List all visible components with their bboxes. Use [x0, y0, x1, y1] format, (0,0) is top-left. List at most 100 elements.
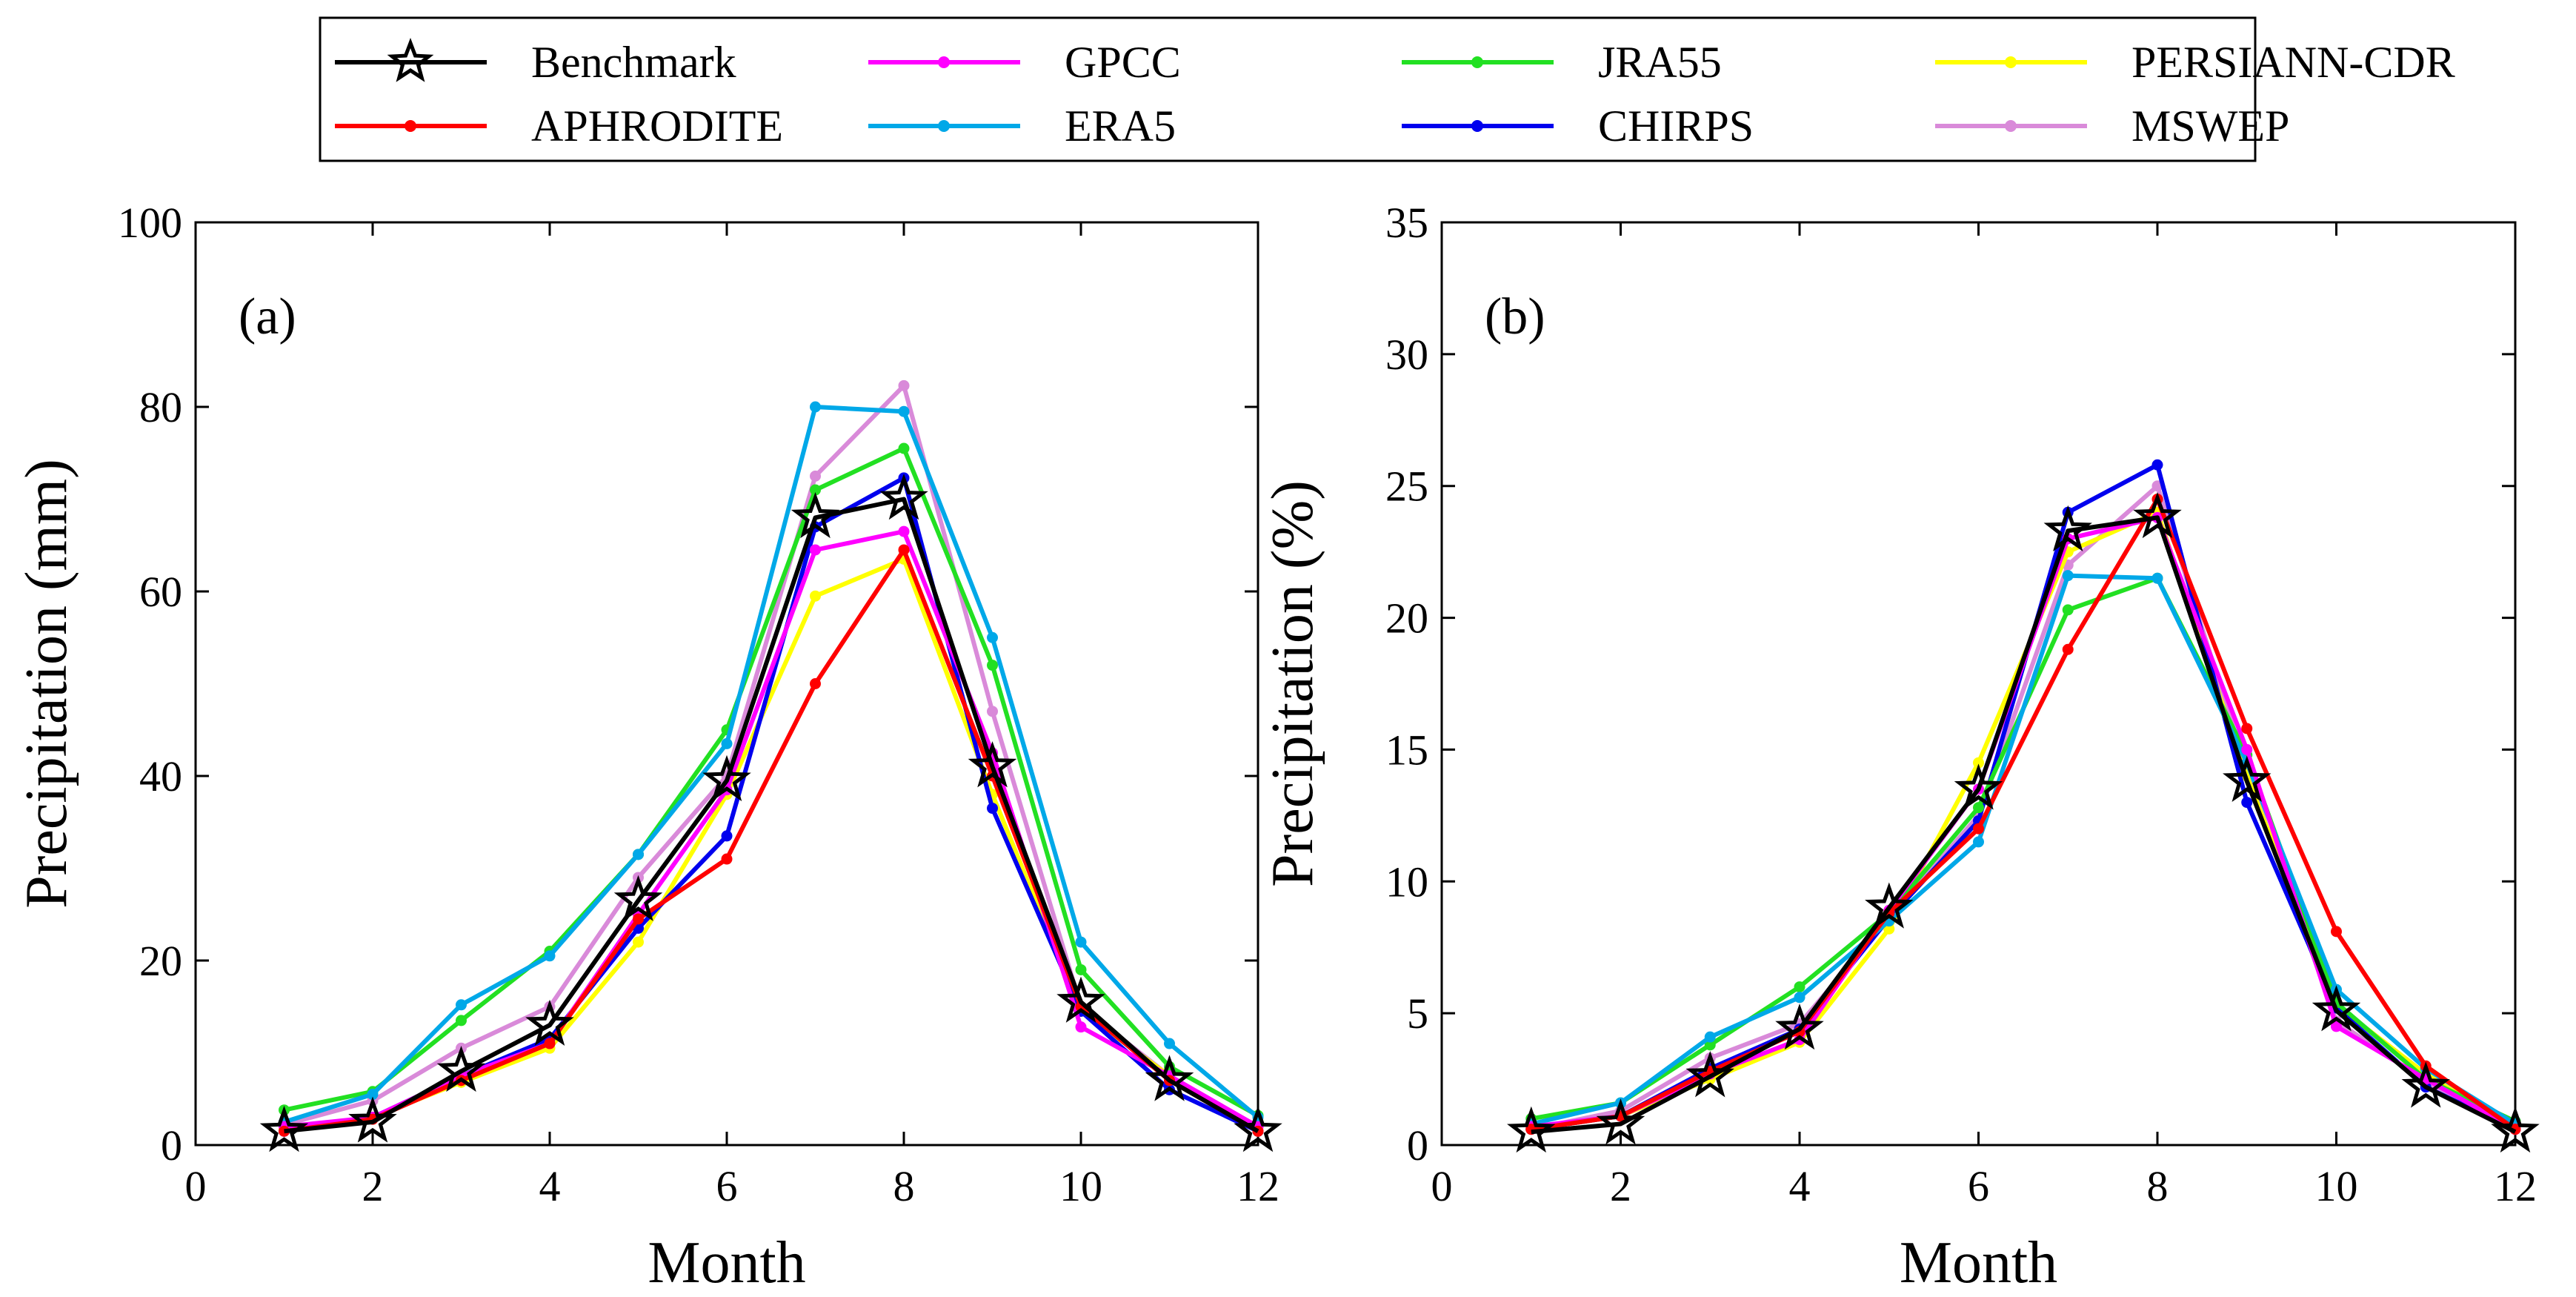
data-point-benchmark [702, 754, 751, 802]
data-point-persiann-cdr [633, 936, 644, 948]
x-tick-label: 6 [716, 1162, 738, 1210]
legend-era5-label: ERA5 [1065, 102, 1176, 150]
legend-chirps-label: CHIRPS [1598, 102, 1754, 150]
data-point-mswep [898, 379, 910, 391]
data-point-benchmark [2043, 505, 2092, 552]
legend-mswep-label: MSWEP [2131, 102, 2289, 150]
y-tick-label: 80 [139, 383, 182, 431]
y-tick-label: 5 [1407, 989, 1428, 1038]
data-point-aphrodite [721, 853, 733, 865]
data-point-aphrodite [2331, 926, 2342, 938]
legend-aphrodite-label: APHRODITE [531, 102, 783, 150]
data-point-aphrodite [1973, 823, 1984, 835]
data-point-chirps [721, 830, 733, 842]
legend-aphrodite-marker [405, 120, 416, 132]
legend-chirps-marker [1471, 120, 1483, 132]
x-tick-label: 4 [1789, 1162, 1811, 1210]
data-point-benchmark [2491, 1106, 2540, 1153]
data-point-benchmark [259, 1105, 309, 1152]
legend-mswep-marker [2005, 120, 2017, 132]
data-point-persiann-cdr [810, 590, 821, 602]
series-line-gpcc [284, 529, 1259, 1130]
legend-box [319, 16, 2257, 162]
data-point-jra55 [1973, 802, 1984, 814]
panel-label: (b) [1485, 288, 1545, 345]
data-point-era5 [1164, 1038, 1175, 1049]
data-point-benchmark [1145, 1055, 1194, 1101]
legend-jra55-marker [1471, 56, 1483, 68]
y-tick-label: 60 [139, 568, 182, 616]
data-point-benchmark [968, 741, 1017, 788]
data-point-gpcc [1075, 1021, 1087, 1033]
legend-gpcc-marker [938, 56, 950, 68]
data-point-mswep [810, 470, 821, 482]
data-point-benchmark [791, 492, 840, 539]
data-point-benchmark [1056, 976, 1105, 1023]
y-tick-label: 20 [1385, 594, 1428, 643]
legend: Benchmark GPCC JRA55 PERSIANN-CDR APHRODITE E… [319, 16, 2455, 162]
x-tick-label: 6 [1968, 1162, 1989, 1210]
legend-persiann-cdr-marker [2005, 56, 2017, 68]
x-tick-label: 4 [539, 1162, 561, 1210]
data-point-era5 [1075, 936, 1087, 948]
data-point-jra55 [987, 660, 998, 671]
x-axis-label: Month [648, 1230, 805, 1296]
data-point-benchmark [1596, 1098, 1645, 1145]
plot-frame [194, 221, 1259, 1147]
data-point-era5 [1704, 1031, 1716, 1043]
data-point-jra55 [456, 1015, 467, 1026]
x-tick-label: 8 [893, 1162, 915, 1210]
x-axis-label: Month [1900, 1230, 2057, 1296]
data-point-benchmark [1685, 1051, 1734, 1098]
data-point-persiann-cdr [1973, 757, 1984, 769]
y-tick-label: 100 [118, 199, 182, 247]
series-line-benchmark [284, 497, 1259, 1134]
data-point-aphrodite [279, 1125, 290, 1137]
data-point-aphrodite [544, 1038, 556, 1049]
panel-label: (a) [239, 288, 296, 345]
x-tick-label: 0 [185, 1162, 207, 1210]
data-point-benchmark [1507, 1106, 1556, 1153]
series-line-era5 [283, 405, 1259, 1124]
data-point-era5 [633, 849, 644, 860]
data-point-chirps [2151, 459, 2163, 471]
legend-jra55-label: JRA55 [1598, 38, 1722, 87]
x-tick-label: 10 [1059, 1162, 1102, 1210]
data-point-era5 [2151, 572, 2163, 584]
data-point-aphrodite [2062, 643, 2074, 655]
series-line-benchmark [1531, 515, 2517, 1135]
series-line-aphrodite [284, 548, 1259, 1134]
series-benchmark [259, 474, 1282, 1152]
data-point-benchmark [879, 474, 928, 520]
x-tick-label: 8 [2147, 1162, 2169, 1210]
series-line-jra55 [283, 446, 1259, 1118]
legend-benchmark-label: Benchmark [531, 38, 736, 87]
y-axis-label: Precipitation (mm) [14, 459, 79, 909]
data-point-jra55 [1794, 981, 1805, 993]
data-point-benchmark [525, 999, 574, 1046]
data-point-gpcc [1794, 1034, 1805, 1046]
y-tick-label: 40 [139, 752, 182, 800]
data-point-chirps [987, 803, 998, 815]
data-point-benchmark [348, 1096, 397, 1143]
y-tick-label: 30 [1385, 331, 1428, 379]
data-point-benchmark [2312, 985, 2361, 1032]
series-line-mswep [1531, 483, 2517, 1132]
y-tick-label: 10 [1385, 858, 1428, 906]
panel-a: 0 2 4 6 8 10 12 0 20 40 60 80 100 Month Precipitation … [14, 199, 1282, 1296]
data-point-benchmark [1234, 1105, 1282, 1152]
data-point-jra55 [2062, 604, 2074, 616]
data-point-jra55 [810, 484, 821, 496]
data-point-gpcc [2331, 1021, 2342, 1032]
x-tick-label: 10 [2315, 1162, 2358, 1210]
series-benchmark [1507, 492, 2540, 1153]
legend-era5-marker [938, 120, 950, 132]
data-point-era5 [367, 1089, 379, 1101]
data-point-gpcc [810, 544, 821, 556]
data-point-jra55 [1075, 963, 1087, 975]
data-point-benchmark [1954, 763, 2003, 810]
data-point-gpcc [898, 525, 910, 537]
data-point-era5 [987, 631, 998, 643]
y-tick-label: 35 [1385, 199, 1428, 247]
x-tick-label: 2 [1610, 1162, 1631, 1210]
